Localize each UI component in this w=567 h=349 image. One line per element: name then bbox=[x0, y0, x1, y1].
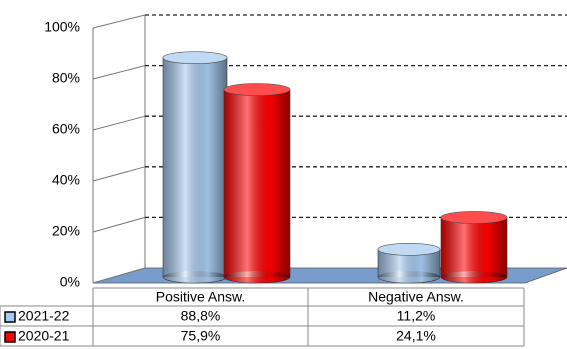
bar-bottom-shade bbox=[441, 271, 507, 283]
y-tick-label: 40% bbox=[52, 172, 80, 188]
tick-connector bbox=[92, 267, 146, 284]
bar-bottom-shade bbox=[224, 271, 290, 283]
value-label: 11,2% bbox=[397, 308, 436, 324]
bar-top bbox=[377, 243, 441, 256]
bar-top-shine bbox=[378, 243, 440, 256]
bar-shade bbox=[441, 217, 507, 277]
bar-top bbox=[223, 83, 291, 96]
y-tick-label: 60% bbox=[52, 121, 80, 137]
tick-connector bbox=[92, 14, 146, 29]
category-label: Negative Answ. bbox=[368, 289, 464, 305]
table-bg bbox=[0, 288, 524, 348]
bar-top bbox=[162, 51, 228, 64]
bar-top-shine bbox=[224, 83, 290, 96]
category-label: Positive Answ. bbox=[156, 289, 246, 305]
legend-label: 2021-22 bbox=[18, 308, 70, 324]
value-label: 88,8% bbox=[181, 308, 221, 324]
tick-connector bbox=[92, 65, 146, 80]
value-label: 75,9% bbox=[181, 328, 221, 344]
bar-shade bbox=[224, 89, 290, 277]
bar-top-shine bbox=[441, 211, 507, 224]
bar-shade bbox=[163, 57, 227, 277]
y-tick-label: 80% bbox=[52, 70, 80, 86]
tick-connector bbox=[92, 166, 146, 182]
legend-swatch bbox=[4, 311, 16, 323]
value-label: 24,1% bbox=[396, 328, 436, 344]
legend-label: 2020-21 bbox=[18, 328, 70, 344]
legend-swatch bbox=[4, 331, 16, 343]
y-tick-label: 20% bbox=[52, 223, 80, 239]
tick-connector bbox=[92, 216, 146, 233]
y-tick-label: 0% bbox=[60, 274, 80, 290]
y-tick-label: 100% bbox=[44, 19, 80, 35]
tick-connector bbox=[92, 115, 146, 131]
bar-top-shine bbox=[163, 51, 227, 64]
bar-bottom-shade bbox=[378, 271, 440, 283]
bar-top bbox=[440, 211, 508, 224]
bar-bottom-shade bbox=[163, 271, 227, 283]
